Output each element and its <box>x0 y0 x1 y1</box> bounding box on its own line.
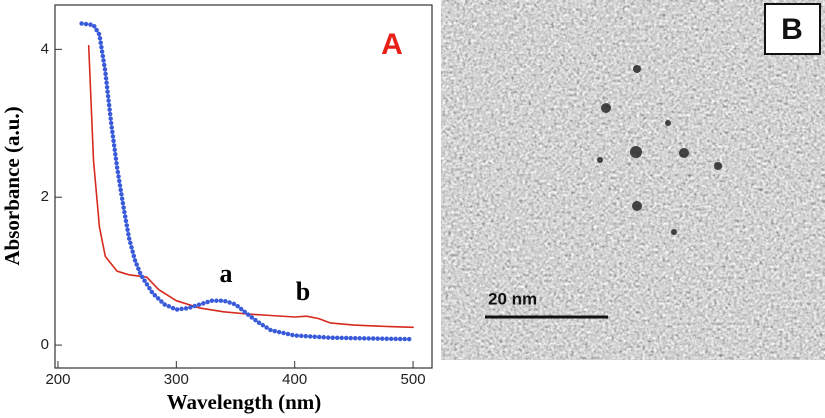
x-tick-label: 500 <box>401 371 426 388</box>
tem-texture <box>441 0 825 360</box>
panel-label: B <box>781 13 803 46</box>
annotation: b <box>296 277 310 306</box>
x-tick-label: 200 <box>45 371 70 388</box>
panel-label: A <box>381 28 403 61</box>
panel-label-box <box>764 3 821 55</box>
y-tick-label: 4 <box>41 40 49 57</box>
data-line <box>87 44 414 329</box>
particles <box>597 65 722 235</box>
plot: A a b Wavelength (nm) Absorbance (a.u.) … <box>0 4 433 414</box>
scale-bar-label: 20 nm <box>488 289 537 308</box>
x-tick-label: 300 <box>164 371 189 388</box>
x-tick-label: 400 <box>282 371 307 388</box>
y-axis-label: Absorbance (a.u.) <box>0 106 24 265</box>
y-tick-label: 0 <box>41 336 49 353</box>
data-line <box>79 21 416 342</box>
tem-image: B 20 nm <box>441 0 825 360</box>
annotation: a <box>220 259 233 288</box>
plot-frame <box>54 4 433 369</box>
y-tick-label: 2 <box>41 188 49 205</box>
x-axis-label: Wavelength (nm) <box>167 390 322 414</box>
